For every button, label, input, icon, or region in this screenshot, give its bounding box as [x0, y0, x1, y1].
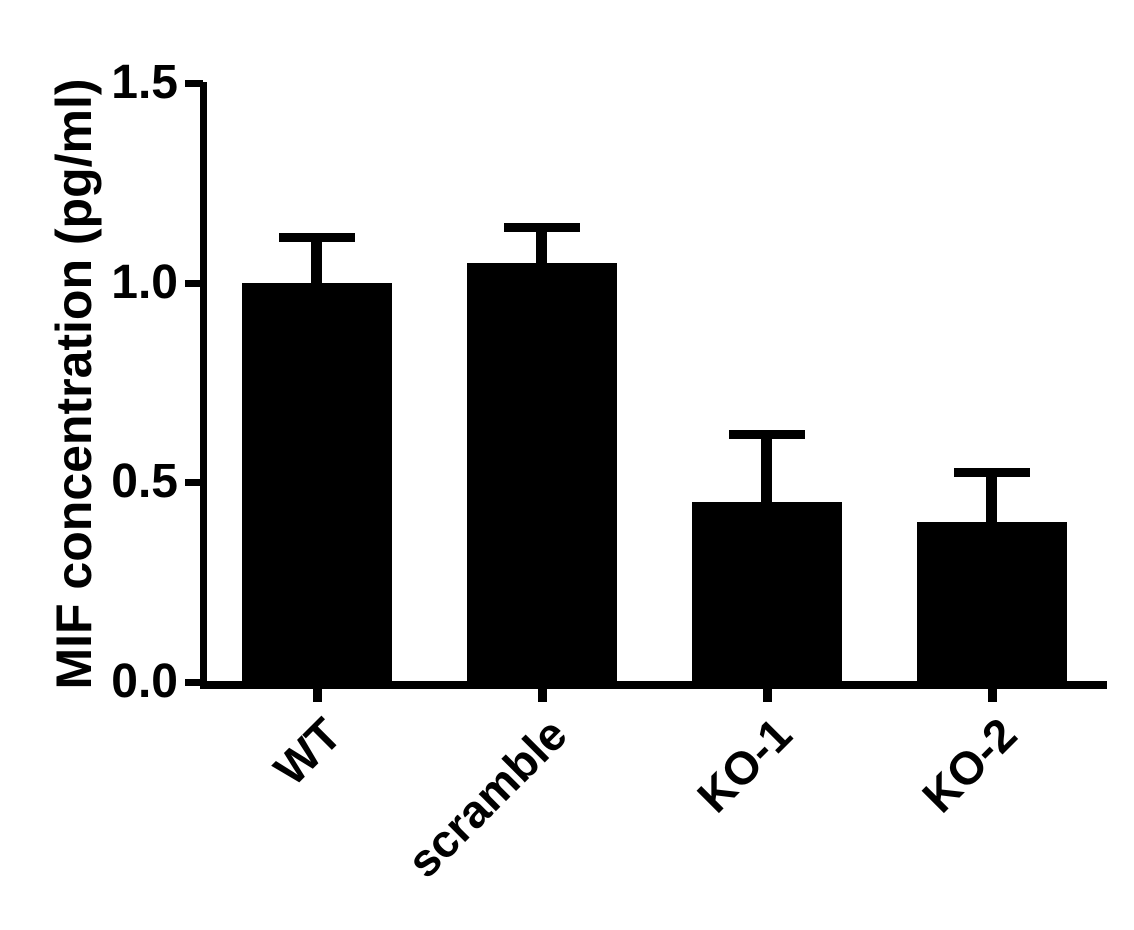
y-tick-1.0 — [185, 280, 203, 287]
x-tick-KO-1 — [763, 687, 772, 702]
error-bar-stem-WT — [311, 237, 322, 283]
bar-KO-1 — [692, 502, 842, 688]
error-bar-stem-scramble — [536, 227, 547, 263]
y-tick-0.0 — [185, 679, 203, 686]
error-bar-cap-KO-1 — [729, 430, 805, 439]
y-tick-label-1.0: 1.0 — [111, 256, 178, 309]
x-label-text-WT: WT — [264, 707, 352, 796]
error-bar-stem-KO-1 — [761, 434, 772, 502]
y-axis-title: MIF concentration (pg/ml) — [46, 78, 102, 690]
x-label-text-scramble: scramble — [397, 707, 577, 888]
y-tick-label-0.5: 0.5 — [111, 455, 178, 508]
y-tick-1.5 — [185, 80, 203, 87]
y-tick-label-0.0: 0.0 — [111, 655, 178, 708]
x-label-text-KO-2: KO-2 — [912, 707, 1027, 823]
x-label-text-KO-1: KO-1 — [687, 707, 802, 823]
y-tick-0.5 — [185, 479, 203, 486]
error-bar-cap-scramble — [504, 223, 580, 232]
y-axis-line — [200, 82, 207, 689]
bar-WT — [242, 283, 392, 688]
bar-KO-2 — [917, 522, 1067, 688]
x-axis-line — [200, 681, 1107, 689]
error-bar-cap-KO-2 — [954, 468, 1030, 477]
error-bar-stem-KO-2 — [986, 472, 997, 522]
y-tick-label-1.5: 1.5 — [111, 56, 178, 109]
error-bar-cap-WT — [279, 233, 355, 242]
x-tick-KO-2 — [988, 687, 997, 702]
x-tick-WT — [313, 687, 322, 702]
bar-scramble — [467, 263, 617, 688]
x-tick-scramble — [538, 687, 547, 702]
